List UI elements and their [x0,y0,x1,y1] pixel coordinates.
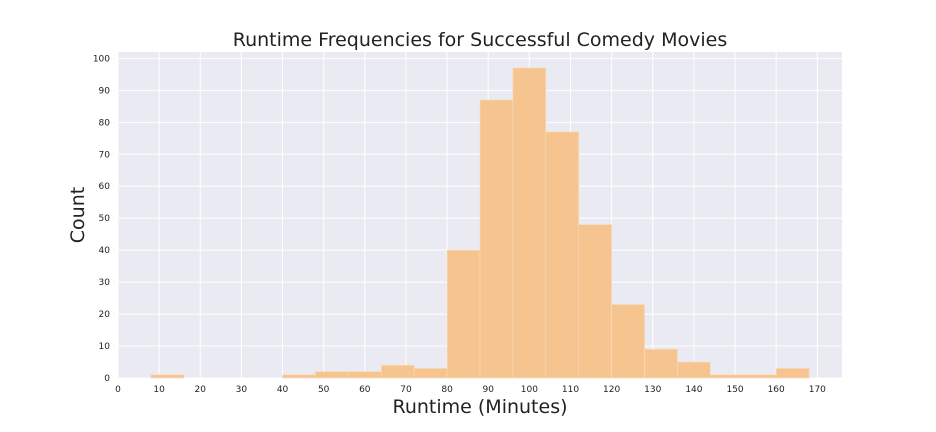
histogram-bar [677,361,711,379]
x-tick-label: 30 [236,385,248,395]
x-tick-label: 50 [318,385,330,395]
y-tick-label: 20 [99,310,111,320]
histogram-bar [150,374,185,379]
histogram-bar [545,131,580,379]
x-tick-label: 130 [644,385,661,395]
histogram-bar [348,371,382,379]
y-tick-label: 70 [99,150,111,160]
histogram-bar [611,304,645,379]
x-tick-label: 170 [809,385,826,395]
x-tick-label: 160 [768,385,785,395]
histogram-bar [315,371,349,379]
y-tick-label: 30 [99,278,111,288]
x-tick-label: 0 [115,385,121,395]
x-tick-label: 80 [441,385,453,395]
x-tick-label: 100 [521,385,538,395]
x-tick-label: 10 [153,385,165,395]
histogram-bar [512,67,547,379]
x-axis-ticks: 0 10 20 30 40 50 60 70 80 90 100 110 120 130 140 150 160… [115,385,826,395]
y-tick-label: 10 [99,342,111,352]
x-tick-label: 110 [562,385,579,395]
histogram-bar [578,224,612,379]
x-tick-label: 60 [359,385,371,395]
y-tick-label: 50 [99,214,111,224]
histogram-bar [775,368,810,379]
y-tick-label: 100 [93,54,110,64]
histogram-bar [710,374,744,379]
histogram-bar [479,99,514,379]
y-tick-label: 80 [99,118,111,128]
histogram-bar [380,364,415,379]
y-axis-ticks: 0 10 20 30 40 50 60 70 80 90 100 [93,54,110,384]
histogram-bar [644,348,678,379]
histogram-bar [282,374,316,379]
x-tick-label: 90 [483,385,495,395]
histogram-bar [413,368,448,379]
y-tick-label: 40 [99,246,111,256]
y-axis-label: Count [67,187,89,243]
x-tick-label: 150 [726,385,743,395]
x-axis-label: Runtime (Minutes) [392,396,567,418]
y-tick-label: 0 [104,374,110,384]
y-tick-label: 90 [99,86,111,96]
histogram-bar [446,249,481,379]
x-tick-label: 120 [603,385,620,395]
x-tick-label: 20 [195,385,207,395]
histogram-bar [742,374,777,379]
chart-title: Runtime Frequencies for Successful Comed… [233,29,727,51]
y-tick-label: 60 [99,182,111,192]
x-tick-label: 70 [400,385,412,395]
x-tick-label: 40 [277,385,289,395]
bars [150,67,810,379]
x-tick-label: 140 [685,385,702,395]
